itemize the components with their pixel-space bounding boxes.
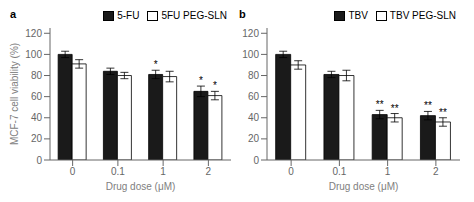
html-text:TBV: TBV xyxy=(348,10,368,21)
html-text:5-FU: 5-FU xyxy=(117,10,140,21)
svg-text:2: 2 xyxy=(433,166,439,177)
svg-text:20: 20 xyxy=(31,133,43,144)
svg-text:*: * xyxy=(154,59,158,70)
svg-text:120: 120 xyxy=(25,28,42,39)
svg-text:0.1: 0.1 xyxy=(111,166,125,177)
svg-text:0: 0 xyxy=(36,155,42,166)
svg-text:MCF-7 cell viability (%): MCF-7 cell viability (%) xyxy=(9,43,20,145)
svg-text:**: ** xyxy=(376,99,384,110)
svg-text:80: 80 xyxy=(31,70,43,81)
svg-text:60: 60 xyxy=(248,91,260,102)
html-text:a: a xyxy=(10,8,17,20)
svg-text:40: 40 xyxy=(248,112,260,123)
svg-text:100: 100 xyxy=(25,49,42,60)
svg-text:20: 20 xyxy=(248,133,260,144)
svg-text:2: 2 xyxy=(206,166,212,177)
svg-text:Drug dose (μM): Drug dose (μM) xyxy=(329,181,399,192)
svg-text:Drug dose (μM): Drug dose (μM) xyxy=(106,181,176,192)
svg-text:*: * xyxy=(213,80,217,91)
svg-text:1: 1 xyxy=(385,166,391,177)
svg-text:**: ** xyxy=(391,103,399,114)
svg-text:0.1: 0.1 xyxy=(332,166,346,177)
svg-text:**: ** xyxy=(439,107,447,118)
svg-text:0: 0 xyxy=(70,166,76,177)
html-text:5FU PEG-SLN: 5FU PEG-SLN xyxy=(161,10,227,21)
svg-text:80: 80 xyxy=(248,70,260,81)
svg-text:60: 60 xyxy=(31,91,43,102)
svg-text:0: 0 xyxy=(288,166,294,177)
html-text:b: b xyxy=(239,8,246,20)
svg-text:100: 100 xyxy=(242,49,259,60)
svg-text:120: 120 xyxy=(242,28,259,39)
html-text:TBV PEG-SLN: TBV PEG-SLN xyxy=(389,10,456,21)
svg-text:**: ** xyxy=(424,100,432,111)
svg-text:*: * xyxy=(199,75,203,86)
svg-text:0: 0 xyxy=(253,155,259,166)
svg-text:40: 40 xyxy=(31,112,43,123)
svg-text:1: 1 xyxy=(160,166,166,177)
